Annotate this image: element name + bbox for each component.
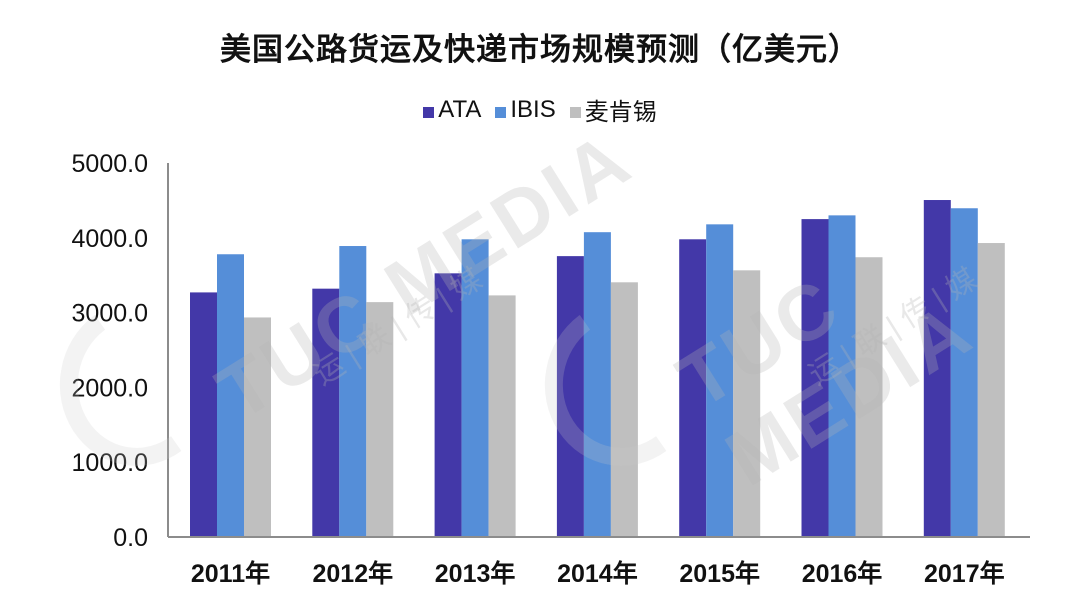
x-tick-label: 2017年 xyxy=(924,559,1005,588)
chart-title: 美国公路货运及快递市场规模预测（亿美元） xyxy=(220,32,860,67)
x-tick-label: 2013年 xyxy=(435,559,516,588)
bar-ATA-2014年 xyxy=(556,256,584,537)
x-tick-label: 2014年 xyxy=(557,559,638,588)
chart-legend: ATA IBIS 麦肯锡 xyxy=(0,92,1080,127)
bar-IBIS-2017年 xyxy=(950,208,978,537)
y-tick-label: 0.0 xyxy=(113,524,148,552)
bar-麦肯锡-2012年 xyxy=(366,302,394,537)
legend-label-ibis: IBIS xyxy=(510,95,556,123)
bar-IBIS-2013年 xyxy=(461,239,489,537)
bars xyxy=(190,200,1005,538)
x-axis-labels: 2011年 2012年 2013年 2014年 2015年 2016年 2017年 xyxy=(191,559,1005,588)
bar-ATA-2011年 xyxy=(190,292,217,537)
bar-麦肯锡-2014年 xyxy=(610,282,638,537)
legend-label-mckinsey: 麦肯锡 xyxy=(584,99,657,126)
bar-ATA-2012年 xyxy=(312,288,340,537)
legend-swatch-ibis xyxy=(495,107,507,118)
bar-麦肯锡-2017年 xyxy=(977,243,1005,537)
y-tick-label: 2000.0 xyxy=(72,374,148,402)
bar-IBIS-2012年 xyxy=(339,246,367,537)
x-tick-label: 2011年 xyxy=(191,559,270,588)
x-tick-label: 2012年 xyxy=(312,559,393,588)
bar-IBIS-2015年 xyxy=(706,224,734,537)
bar-麦肯锡-2016年 xyxy=(855,257,883,537)
y-tick-label: 3000.0 xyxy=(72,300,148,328)
bar-麦肯锡-2011年 xyxy=(244,317,271,537)
legend-item-ata: ATA xyxy=(423,96,481,124)
x-tick-label: 2016年 xyxy=(802,559,883,588)
bar-IBIS-2011年 xyxy=(217,254,244,538)
bar-ATA-2015年 xyxy=(679,239,707,537)
bar-麦肯锡-2013年 xyxy=(488,295,516,537)
x-tick-label: 2015年 xyxy=(679,559,760,588)
legend-swatch-mckinsey xyxy=(569,107,581,118)
bar-ATA-2013年 xyxy=(434,273,462,537)
legend-item-mckinsey: 麦肯锡 xyxy=(569,92,657,127)
legend-item-ibis: IBIS xyxy=(495,95,556,124)
bar-ATA-2016年 xyxy=(801,219,829,537)
bar-IBIS-2016年 xyxy=(828,215,856,538)
bar-IBIS-2014年 xyxy=(583,232,611,537)
bar-ATA-2017年 xyxy=(923,200,951,537)
legend-label-ata: ATA xyxy=(438,95,482,123)
legend-swatch-ata xyxy=(423,107,435,118)
y-axis-labels: 0.0 1000.0 2000.0 3000.0 4000.0 5000.0 xyxy=(72,150,148,552)
y-tick-label: 1000.0 xyxy=(72,449,148,477)
y-tick-label: 4000.0 xyxy=(72,225,148,253)
y-tick-label: 5000.0 xyxy=(72,150,148,178)
bar-麦肯锡-2015年 xyxy=(733,270,761,537)
